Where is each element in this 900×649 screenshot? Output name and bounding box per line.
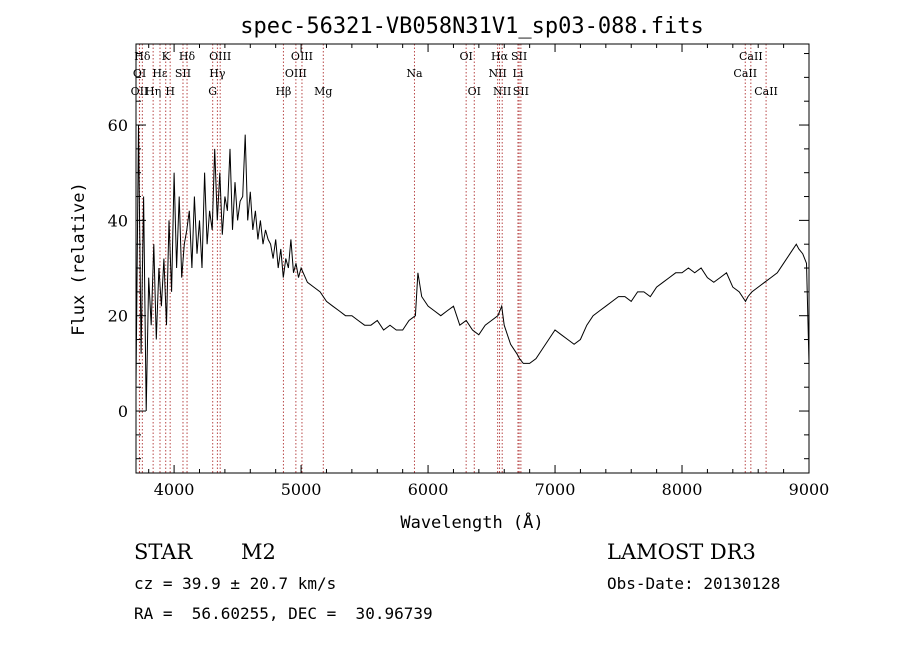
line-label-18: OII (131, 85, 149, 98)
line-label-22: Hβ (275, 85, 291, 98)
line-label-24: OI (468, 85, 481, 98)
line-label-21: G (208, 85, 217, 98)
y-tick-label-2: 40 (108, 211, 128, 230)
line-label-23: Mg (314, 85, 332, 98)
line-label-13: OIII (285, 67, 307, 80)
line-label-1: K (162, 50, 171, 63)
line-label-9: OI (133, 67, 146, 80)
x-tick-label-5: 9000 (789, 480, 830, 499)
x-axis-label: Wavelength (Å) (400, 511, 543, 533)
line-label-12: Hγ (209, 67, 226, 80)
observation-date: Obs-Date: 20130128 (607, 574, 781, 593)
plot-frame (135, 43, 810, 474)
line-label-4: OIII (291, 50, 313, 63)
line-label-14: Na (406, 67, 423, 80)
line-label-11: SII (175, 67, 191, 80)
chart-title: spec-56321-VB058N31V1_sp03-088.fits (240, 14, 704, 39)
line-label-25: NII (493, 85, 511, 98)
line-label-2: Hδ (179, 50, 196, 63)
line-label-19: Hη (145, 85, 161, 98)
line-label-10: Hε (152, 67, 168, 80)
line-label-26: SII (513, 85, 529, 98)
line-label-27: CaII (754, 85, 778, 98)
x-tick-label-2: 6000 (408, 480, 449, 499)
line-label-6: Hα (491, 50, 509, 63)
line-label-5: OI (459, 50, 472, 63)
line-label-8: CaII (739, 50, 763, 63)
line-label-7: SII (511, 50, 527, 63)
line-label-0: Hδ (134, 50, 151, 63)
redshift-cz: cz = 39.9 ± 20.7 km/s (134, 574, 337, 593)
ra-dec-coordinates: RA = 56.60255, DEC = 30.96739 (134, 604, 433, 623)
x-tick-label-4: 8000 (662, 480, 703, 499)
line-label-17: CaII (733, 67, 757, 80)
line-label-3: OIII (209, 50, 231, 63)
y-tick-label-3: 60 (108, 116, 128, 135)
x-tick-label-1: 5000 (281, 480, 322, 499)
y-tick-label-0: 0 (118, 402, 128, 421)
y-tick-label-1: 20 (108, 307, 128, 326)
line-label-16: Li (513, 67, 524, 80)
survey-name: LAMOST DR3 (607, 540, 756, 564)
object-class: STAR (134, 540, 193, 564)
line-label-15: NII (488, 67, 506, 80)
spectrum-line (135, 124, 810, 412)
x-tick-label-3: 7000 (535, 480, 576, 499)
y-axis-label: Flux (relative) (69, 182, 89, 336)
line-label-20: H (165, 85, 175, 98)
object-subclass: M2 (241, 540, 276, 564)
x-tick-label-0: 4000 (154, 480, 195, 499)
